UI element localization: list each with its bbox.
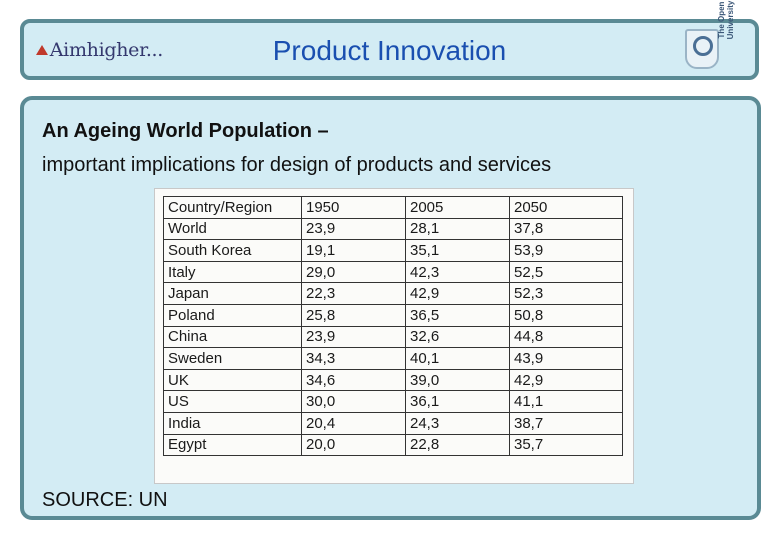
table-row: China 23,9 32,6 44,8 xyxy=(163,325,623,349)
table-cell: 36,1 xyxy=(405,390,510,413)
table-cell: 36,5 xyxy=(405,303,510,327)
aimhigher-logo-text: Aimhigher... xyxy=(49,39,164,61)
table-cell: 35,1 xyxy=(405,239,510,262)
aimhigher-triangle-icon xyxy=(36,45,48,55)
table-cell: 40,1 xyxy=(405,347,510,370)
content-panel: An Ageing World Population – important i… xyxy=(20,96,761,520)
table-cell: US xyxy=(163,390,302,413)
table-cell: 34,3 xyxy=(301,347,406,370)
table-cell: Poland xyxy=(163,303,302,327)
table-cell: 23,9 xyxy=(301,217,406,241)
table-cell: 32,6 xyxy=(405,325,510,349)
table-row: South Korea 19,1 35,1 53,9 xyxy=(163,239,623,262)
table-cell: 39,0 xyxy=(405,368,510,392)
table-cell: 42,9 xyxy=(509,368,623,392)
table-cell: 37,8 xyxy=(509,217,623,241)
table-cell: World xyxy=(163,217,302,241)
population-table: Country/Region 1950 2005 2050 World 23,9 28,1 3… xyxy=(163,196,623,457)
table-cell: Italy xyxy=(163,260,302,284)
table-cell: 29,0 xyxy=(301,260,406,284)
source-note: SOURCE: UN xyxy=(42,489,168,511)
table-cell: 19,1 xyxy=(301,239,406,262)
table-row: Italy 29,0 42,3 52,5 xyxy=(163,260,623,284)
table-cell: 42,3 xyxy=(405,260,510,284)
table-cell: 20,4 xyxy=(301,411,406,435)
table-header-cell: Country/Region xyxy=(163,196,302,219)
table-cell: India xyxy=(163,411,302,435)
table-cell: 43,9 xyxy=(509,347,623,370)
table-cell: Egypt xyxy=(163,433,302,457)
table-row: Poland 25,8 36,5 50,8 xyxy=(163,303,623,327)
slide-subheading: important implications for design of pro… xyxy=(42,154,552,176)
open-university-logo: The Open University xyxy=(681,1,745,74)
slide-heading: An Ageing World Population – xyxy=(42,120,329,142)
table-header-cell: 1950 xyxy=(301,196,406,219)
header-banner: Aimhigher... Product Innovation The Open… xyxy=(20,1,759,80)
table-header-cell: 2050 xyxy=(509,196,623,219)
table-cell: 52,5 xyxy=(509,260,623,284)
table-cell: 34,6 xyxy=(301,368,406,392)
table-cell: 38,7 xyxy=(509,411,623,435)
aimhigher-logo: Aimhigher... xyxy=(36,39,163,61)
table-cell: 22,8 xyxy=(405,433,510,457)
table-header-cell: 2005 xyxy=(405,196,510,219)
table-cell: 23,9 xyxy=(301,325,406,349)
table-row: World 23,9 28,1 37,8 xyxy=(163,217,623,241)
table-row: Egypt 20,0 22,8 35,7 xyxy=(163,433,623,457)
table-row: US 30,0 36,1 41,1 xyxy=(163,390,623,413)
table-cell: China xyxy=(163,325,302,349)
table-cell: 30,0 xyxy=(301,390,406,413)
table-header-row: Country/Region 1950 2005 2050 xyxy=(163,196,623,219)
table-row: India 20,4 24,3 38,7 xyxy=(163,411,623,435)
table-cell: 35,7 xyxy=(509,433,623,457)
table-cell: Sweden xyxy=(163,347,302,370)
table-cell: 50,8 xyxy=(509,303,623,327)
table-row: Japan 22,3 42,9 52,3 xyxy=(163,282,623,305)
table-cell: 44,8 xyxy=(509,325,623,349)
population-table-image: Country/Region 1950 2005 2050 World 23,9 28,1 3… xyxy=(154,188,634,484)
table-row: Sweden 34,3 40,1 43,9 xyxy=(163,347,623,370)
table-cell: UK xyxy=(163,368,302,392)
table-cell: 24,3 xyxy=(405,411,510,435)
table-cell: 28,1 xyxy=(405,217,510,241)
table-cell: Japan xyxy=(163,282,302,305)
table-cell: 42,9 xyxy=(405,282,510,305)
table-row: UK 34,6 39,0 42,9 xyxy=(163,368,623,392)
table-cell: 25,8 xyxy=(301,303,406,327)
ou-logo-text: The Open University xyxy=(717,0,735,40)
page-title: Product Innovation xyxy=(272,35,507,66)
table-cell: 52,3 xyxy=(509,282,623,305)
table-cell: 41,1 xyxy=(509,390,623,413)
table-cell: 22,3 xyxy=(301,282,406,305)
table-cell: South Korea xyxy=(163,239,302,262)
table-cell: 20,0 xyxy=(301,433,406,457)
ou-shield-icon xyxy=(685,29,719,69)
table-cell: 53,9 xyxy=(509,239,623,262)
